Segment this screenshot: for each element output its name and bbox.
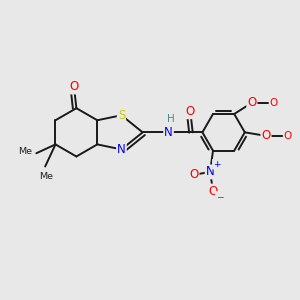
Text: N: N — [117, 143, 126, 156]
Text: N: N — [206, 165, 214, 178]
Text: Me: Me — [39, 172, 53, 181]
Text: O: O — [261, 129, 271, 142]
Text: O: O — [208, 184, 217, 197]
Text: O: O — [269, 98, 278, 108]
Text: H: H — [167, 114, 175, 124]
Text: +: + — [213, 160, 220, 169]
Text: −: − — [216, 192, 223, 201]
Text: O: O — [284, 131, 292, 141]
Text: N: N — [164, 126, 173, 139]
Text: S: S — [118, 109, 125, 122]
Text: O: O — [186, 105, 195, 118]
Text: O: O — [247, 96, 256, 109]
Text: O: O — [189, 168, 199, 181]
Text: O: O — [69, 80, 79, 94]
Text: Me: Me — [18, 147, 32, 156]
